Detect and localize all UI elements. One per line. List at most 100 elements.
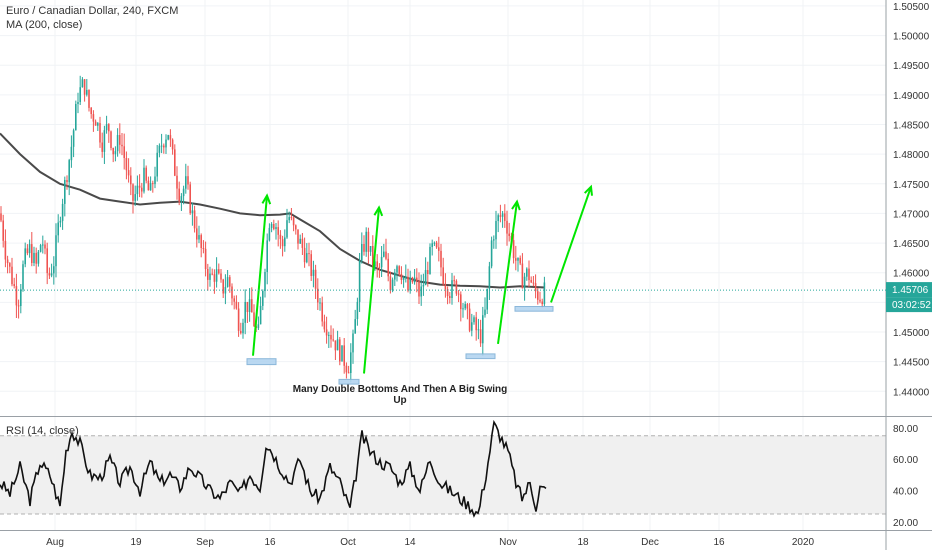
rsi-tick-label: 80.00 (893, 424, 918, 435)
candle-body (407, 276, 409, 291)
candle-body (222, 279, 224, 294)
candle-body (387, 258, 389, 277)
ma-layer (0, 132, 546, 289)
price-tick-label: 1.49500 (893, 61, 930, 72)
candle-layer (0, 75, 546, 383)
candle-body (508, 233, 510, 236)
candle-body (312, 269, 315, 276)
candle-body (251, 299, 253, 313)
candle-body (116, 135, 119, 152)
candle-body (334, 340, 337, 351)
candle-body (314, 269, 317, 289)
candle-body (389, 276, 392, 291)
candle-body (449, 296, 451, 298)
candle-body (136, 185, 139, 195)
candle-body (523, 276, 526, 289)
candle-body (64, 180, 66, 204)
candle-body (369, 246, 372, 252)
candle-body (372, 246, 374, 267)
last-price-tag (886, 282, 932, 298)
rsi-band (0, 435, 886, 515)
candle-body (512, 240, 515, 259)
candle-body (506, 220, 508, 234)
candle-body (204, 248, 207, 269)
candle-body (435, 242, 438, 248)
candle-body (218, 269, 220, 274)
candle-body (198, 235, 200, 240)
candle-body (431, 243, 433, 247)
candle-body (477, 329, 480, 331)
candle-body (493, 239, 495, 241)
candle-body (235, 301, 238, 309)
candle-body (196, 228, 198, 240)
candle-body (402, 277, 405, 280)
candle-body (264, 272, 266, 291)
candle-body (182, 188, 185, 197)
candle-body (266, 240, 268, 272)
candle-body (147, 180, 150, 191)
candle-body (383, 251, 385, 257)
candle-body (17, 305, 20, 307)
last-price-label: 1.45706 (892, 285, 929, 296)
candle-body (539, 299, 541, 302)
candle-body (103, 130, 106, 152)
candle-body (229, 277, 231, 287)
candle-body (433, 242, 436, 244)
candle-body (457, 293, 460, 295)
candle-body (9, 263, 11, 267)
candle-body (138, 185, 141, 188)
candle-body (46, 248, 48, 274)
candle-body (55, 235, 57, 267)
candle-body (152, 183, 154, 185)
candle-body (22, 264, 24, 290)
candle-body (288, 217, 290, 221)
candle-body (451, 280, 453, 298)
candle-body (455, 280, 458, 294)
candle-body (15, 286, 18, 306)
candle-body (141, 187, 143, 192)
candle-body (475, 317, 477, 331)
support-zone (338, 378, 360, 385)
candle-body (345, 365, 348, 373)
candle-body (537, 291, 539, 300)
candle-body (6, 259, 9, 264)
candle-body (215, 269, 218, 282)
candle-body (149, 183, 152, 191)
candle-body (367, 231, 370, 252)
candle-body (202, 248, 205, 249)
candle-body (187, 176, 189, 185)
price-tick-label: 1.50000 (893, 32, 930, 43)
support-zone (465, 353, 496, 360)
candle-body (233, 298, 235, 302)
candle-body (515, 258, 517, 261)
candle-body (416, 277, 418, 281)
candle-body (123, 146, 125, 158)
candle-body (211, 273, 213, 275)
candle-body (13, 284, 15, 286)
rsi-tick-label: 40.00 (893, 487, 918, 498)
candle-body (180, 196, 183, 202)
candle-body (220, 273, 222, 280)
candle-body (479, 329, 482, 344)
candle-body (90, 107, 92, 114)
candle-body (460, 294, 462, 310)
candle-body (321, 302, 323, 322)
candle-body (290, 217, 293, 219)
candle-body (468, 308, 471, 331)
candle-body (347, 372, 350, 374)
candle-body (277, 227, 279, 235)
candle-body (429, 246, 431, 274)
candle-body (339, 339, 341, 362)
support-zone (514, 306, 554, 312)
rsi-layer (0, 419, 886, 518)
candle-body (534, 283, 537, 292)
candle-body (396, 266, 398, 273)
arrow-head (583, 184, 593, 196)
candle-body (411, 277, 414, 283)
candle-body (295, 225, 297, 230)
candle-body (112, 148, 114, 155)
countdown-label: 03:02:52 (892, 300, 931, 311)
candle-body (259, 305, 262, 325)
candle-body (519, 257, 521, 264)
